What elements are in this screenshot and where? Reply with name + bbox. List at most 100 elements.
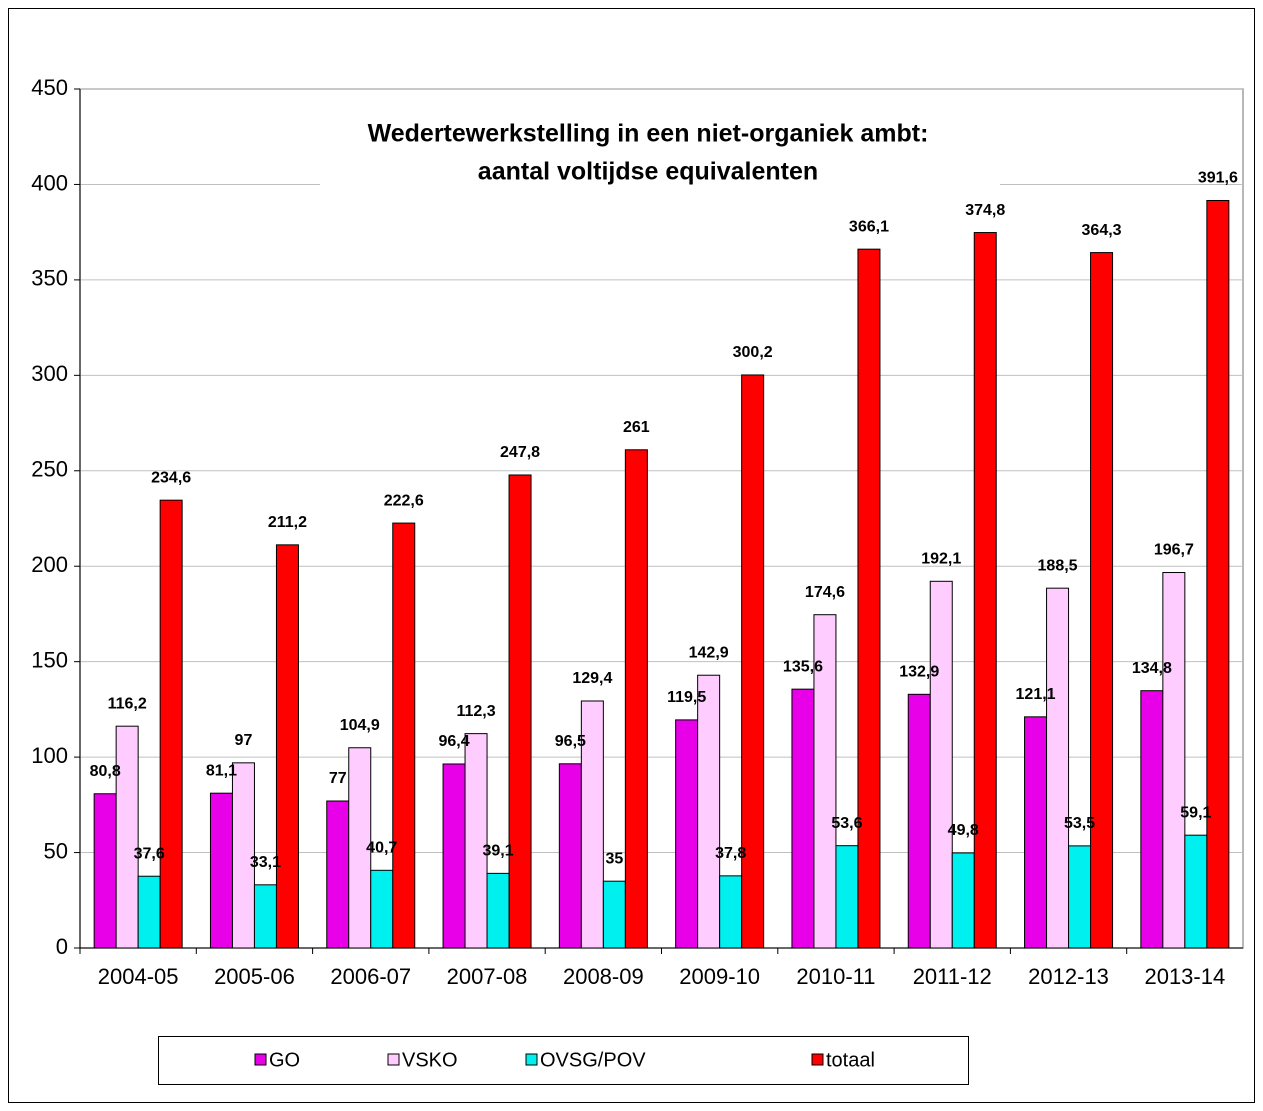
y-tick-label: 400 [31, 170, 68, 195]
x-tick-label: 2011-12 [913, 964, 992, 989]
bar [675, 719, 699, 949]
data-label: 96,4 [438, 733, 469, 750]
bar [231, 762, 255, 949]
data-label: 192,1 [921, 551, 961, 568]
data-label: 116,2 [108, 695, 147, 712]
legend-label: OVSG/POV [540, 1049, 646, 1071]
bar [580, 700, 604, 949]
data-label: 174,6 [805, 584, 845, 601]
bar [486, 872, 510, 949]
bar [951, 852, 975, 949]
data-label: 119,5 [667, 689, 706, 706]
bar [791, 688, 815, 949]
x-tick-label: 2010-11 [796, 964, 875, 989]
title-background [320, 112, 1000, 192]
legend-swatch [525, 1053, 538, 1066]
x-tick-label: 2012-13 [1028, 964, 1109, 989]
chart-title: Wedertewerkstelling in een niet-organiek… [368, 120, 929, 148]
bar [835, 845, 859, 949]
data-label: 188,5 [1038, 557, 1078, 574]
bar [1068, 845, 1092, 949]
bar [442, 763, 466, 949]
bar [115, 725, 139, 949]
x-tick-label: 2009-10 [679, 964, 760, 989]
x-tick-label: 2006-07 [330, 964, 411, 989]
bar [973, 232, 997, 949]
y-tick-label: 250 [31, 457, 68, 482]
bar [857, 248, 881, 949]
legend-swatch [811, 1053, 824, 1066]
legend-box [158, 1036, 969, 1085]
bar [159, 499, 183, 949]
data-label: 132,9 [899, 664, 939, 681]
data-label: 49,8 [948, 822, 979, 839]
legend-swatch [254, 1053, 267, 1066]
y-tick-label: 100 [31, 743, 68, 768]
y-tick-label: 450 [31, 75, 68, 100]
bar [1162, 572, 1186, 949]
bar [464, 733, 488, 949]
bar [1140, 690, 1164, 949]
data-label: 33,1 [250, 854, 281, 871]
bar [137, 875, 161, 949]
bar [508, 474, 532, 949]
x-tick-label: 2008-09 [563, 964, 644, 989]
y-tick-label: 200 [31, 552, 68, 577]
data-label: 261 [623, 419, 650, 436]
bar [1090, 252, 1114, 949]
data-label: 391,6 [1198, 170, 1238, 187]
data-label: 80,8 [90, 763, 121, 780]
data-label: 211,2 [268, 514, 307, 531]
data-label: 364,3 [1082, 222, 1122, 239]
bar [1184, 834, 1208, 949]
bar [209, 792, 233, 949]
legend-label: GO [269, 1049, 300, 1071]
bar [326, 800, 350, 949]
data-label: 247,8 [500, 444, 540, 461]
data-label: 81,1 [206, 762, 237, 779]
data-label: 97 [235, 732, 253, 749]
data-label: 129,4 [572, 670, 612, 687]
y-tick-label: 300 [31, 361, 68, 386]
legend-label: totaal [826, 1049, 875, 1071]
bar [275, 544, 299, 949]
bar [93, 793, 117, 949]
bar [907, 693, 931, 949]
data-label: 35 [605, 850, 623, 867]
data-label: 374,8 [965, 202, 1005, 219]
data-label: 53,6 [831, 815, 862, 832]
bar [1206, 199, 1230, 949]
bar [602, 880, 626, 949]
data-label: 366,1 [849, 218, 889, 235]
data-label: 135,6 [783, 658, 823, 675]
legend-label: VSKO [402, 1049, 458, 1071]
data-label: 37,8 [715, 845, 746, 862]
y-tick-label: 150 [31, 647, 68, 672]
bar [558, 763, 582, 949]
data-label: 234,6 [151, 469, 191, 486]
bar [741, 374, 765, 949]
data-label: 112,3 [456, 703, 495, 720]
data-label: 104,9 [340, 717, 380, 734]
x-tick-label: 2004-05 [98, 964, 179, 989]
bar [253, 884, 277, 949]
data-label: 134,8 [1132, 660, 1172, 677]
legend-swatch [387, 1053, 400, 1066]
data-label: 77 [329, 770, 347, 787]
bar [697, 674, 721, 949]
bar [929, 580, 953, 949]
bar [370, 869, 394, 949]
y-tick-label: 50 [44, 838, 68, 863]
y-tick-label: 0 [56, 934, 68, 959]
data-label: 39,1 [482, 843, 513, 860]
y-tick-label: 350 [31, 266, 68, 291]
data-label: 300,2 [733, 344, 773, 361]
x-tick-label: 2005-06 [214, 964, 295, 989]
data-label: 142,9 [689, 644, 729, 661]
bar [719, 875, 743, 949]
bar [1046, 587, 1070, 949]
data-label: 96,5 [555, 733, 586, 750]
bar [1024, 716, 1048, 949]
data-label: 53,5 [1064, 815, 1095, 832]
